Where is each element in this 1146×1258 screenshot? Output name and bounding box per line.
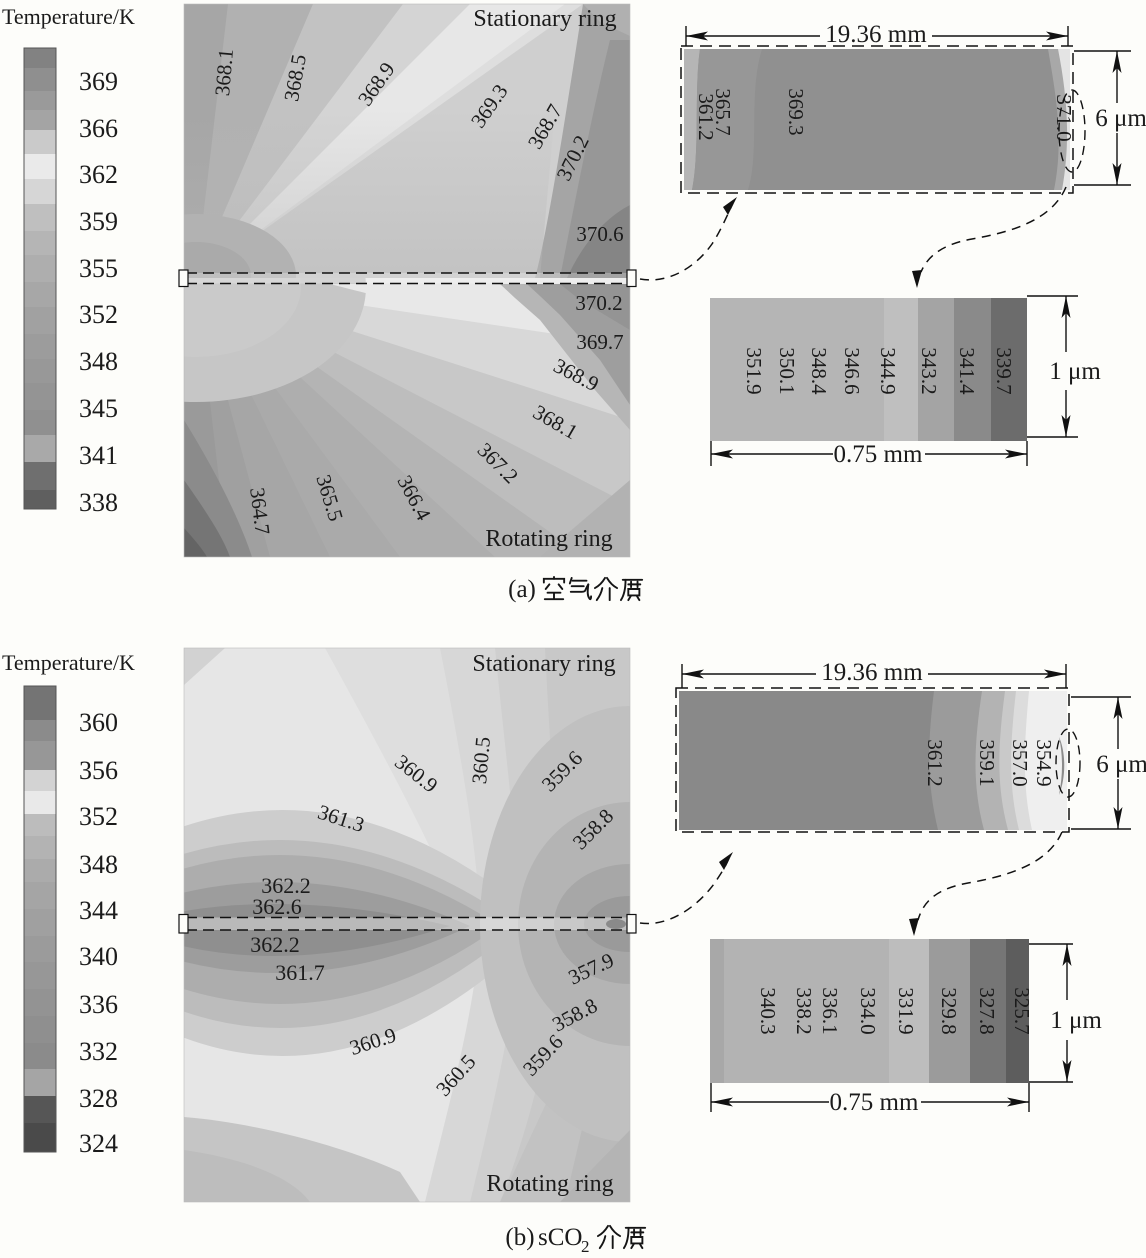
svg-text:Stationary ring: Stationary ring bbox=[473, 6, 616, 32]
svg-text:332: 332 bbox=[79, 1037, 118, 1066]
svg-text:Temperature/K: Temperature/K bbox=[2, 650, 135, 675]
svg-text:19.36 mm: 19.36 mm bbox=[825, 21, 927, 48]
svg-text:339.7: 339.7 bbox=[992, 347, 1016, 394]
svg-text:340: 340 bbox=[79, 942, 118, 971]
svg-text:350.1: 350.1 bbox=[775, 347, 799, 394]
svg-text:365.7: 365.7 bbox=[711, 88, 735, 135]
svg-text:361.2: 361.2 bbox=[923, 739, 947, 786]
svg-text:341.4: 341.4 bbox=[955, 347, 979, 395]
svg-text:6 μm: 6 μm bbox=[1095, 105, 1146, 132]
svg-text:362.6: 362.6 bbox=[252, 894, 302, 919]
svg-text:341: 341 bbox=[79, 441, 118, 470]
svg-text:357.0: 357.0 bbox=[1008, 739, 1032, 786]
svg-text:352: 352 bbox=[79, 802, 118, 831]
svg-text:0.75 mm: 0.75 mm bbox=[834, 441, 923, 468]
svg-text:329.8: 329.8 bbox=[937, 987, 961, 1034]
svg-text:338: 338 bbox=[79, 488, 118, 517]
svg-text:338.2: 338.2 bbox=[792, 987, 816, 1034]
svg-text:344: 344 bbox=[79, 896, 118, 925]
svg-text:351.9: 351.9 bbox=[742, 347, 766, 394]
svg-text:355: 355 bbox=[79, 254, 118, 283]
svg-text:sCO: sCO bbox=[538, 1224, 582, 1251]
svg-text:368.1: 368.1 bbox=[210, 48, 238, 97]
svg-text:362.2: 362.2 bbox=[250, 932, 300, 957]
svg-text:Temperature/K: Temperature/K bbox=[2, 4, 135, 29]
svg-text:362.2: 362.2 bbox=[261, 873, 311, 898]
svg-text:346.6: 346.6 bbox=[840, 347, 864, 394]
svg-text:360: 360 bbox=[79, 708, 118, 737]
svg-text:(b): (b) bbox=[505, 1224, 534, 1251]
svg-text:369: 369 bbox=[79, 67, 118, 96]
svg-text:371.0: 371.0 bbox=[1052, 94, 1076, 141]
svg-text:6 μm: 6 μm bbox=[1096, 751, 1146, 778]
svg-text:359.1: 359.1 bbox=[975, 739, 999, 786]
svg-text:360.5: 360.5 bbox=[467, 736, 495, 785]
svg-text:345: 345 bbox=[79, 394, 118, 423]
svg-text:370.6: 370.6 bbox=[576, 222, 623, 246]
svg-text:Rotating ring: Rotating ring bbox=[485, 526, 612, 552]
svg-text:344.9: 344.9 bbox=[876, 347, 900, 394]
svg-text:366: 366 bbox=[79, 114, 118, 143]
svg-text:361.2: 361.2 bbox=[694, 93, 718, 140]
svg-text:0.75 mm: 0.75 mm bbox=[830, 1089, 919, 1116]
svg-text:336.1: 336.1 bbox=[818, 987, 842, 1034]
svg-text:354.9: 354.9 bbox=[1032, 739, 1056, 786]
svg-text:Rotating ring: Rotating ring bbox=[486, 1171, 613, 1197]
svg-text:331.9: 331.9 bbox=[894, 987, 918, 1034]
svg-text:2: 2 bbox=[581, 1237, 590, 1256]
svg-text:370.2: 370.2 bbox=[575, 291, 622, 315]
svg-text:327.8: 327.8 bbox=[975, 987, 999, 1034]
svg-text:1 μm: 1 μm bbox=[1049, 358, 1101, 385]
svg-text:19.36 mm: 19.36 mm bbox=[821, 659, 923, 686]
svg-text:334.0: 334.0 bbox=[856, 987, 880, 1034]
svg-text:343.2: 343.2 bbox=[917, 347, 941, 394]
svg-text:362: 362 bbox=[79, 160, 118, 189]
svg-text:328: 328 bbox=[79, 1084, 118, 1113]
svg-text:325.7: 325.7 bbox=[1010, 987, 1034, 1034]
svg-text:369.3: 369.3 bbox=[784, 88, 808, 135]
svg-text:359: 359 bbox=[79, 207, 118, 236]
svg-text:356: 356 bbox=[79, 756, 118, 785]
svg-text:361.7: 361.7 bbox=[275, 960, 325, 985]
svg-text:364.7: 364.7 bbox=[245, 486, 275, 536]
svg-text:340.3: 340.3 bbox=[756, 987, 780, 1034]
svg-text:348: 348 bbox=[79, 850, 118, 879]
svg-text:Stationary ring: Stationary ring bbox=[472, 651, 615, 677]
svg-text:(a): (a) bbox=[508, 576, 536, 603]
svg-text:352: 352 bbox=[79, 300, 118, 329]
svg-text:348: 348 bbox=[79, 347, 118, 376]
svg-text:348.4: 348.4 bbox=[807, 347, 831, 395]
svg-text:324: 324 bbox=[79, 1129, 118, 1158]
svg-text:369.7: 369.7 bbox=[576, 330, 623, 354]
svg-text:1 μm: 1 μm bbox=[1050, 1007, 1102, 1034]
svg-text:336: 336 bbox=[79, 990, 118, 1019]
